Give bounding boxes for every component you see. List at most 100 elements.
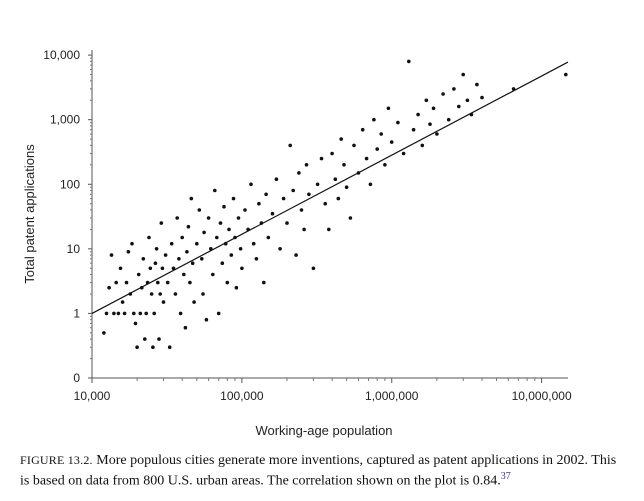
data-point <box>435 132 439 136</box>
data-point <box>333 177 338 181</box>
data-point <box>262 280 266 285</box>
data-point <box>401 151 406 156</box>
data-point <box>120 300 125 304</box>
data-point <box>109 253 114 257</box>
data-point <box>112 311 116 316</box>
data-point <box>348 216 353 220</box>
data-point <box>424 98 429 103</box>
data-point <box>311 266 316 271</box>
data-point <box>278 247 282 251</box>
y-axis-title: Total patent applications <box>22 144 37 284</box>
data-point <box>336 196 341 201</box>
data-point <box>185 250 189 254</box>
data-point <box>266 235 271 240</box>
scatter-points <box>102 59 568 350</box>
data-point <box>192 300 196 304</box>
data-point <box>307 192 311 197</box>
data-point <box>420 143 425 148</box>
data-point <box>159 221 164 225</box>
data-point <box>375 147 380 151</box>
data-point <box>171 266 176 271</box>
data-point <box>173 292 178 296</box>
x-axis-ticks: 10,000 100,000 1,000,000 10,000,000 <box>74 378 572 403</box>
data-point <box>465 98 470 103</box>
data-point <box>141 257 146 261</box>
data-point <box>220 261 225 266</box>
data-point <box>285 221 289 225</box>
data-point <box>243 208 247 212</box>
data-point <box>344 185 349 189</box>
data-point <box>189 196 194 201</box>
data-point <box>452 87 456 91</box>
data-point <box>379 132 384 136</box>
data-point <box>257 201 261 206</box>
data-point <box>291 188 296 193</box>
data-point <box>104 311 109 316</box>
x-tick-label: 1,000,000 <box>365 389 419 403</box>
data-point <box>130 241 134 246</box>
data-point <box>330 151 334 156</box>
data-point <box>144 311 148 316</box>
x-tick-label: 10,000,000 <box>512 389 572 403</box>
y-tick-label: 100 <box>60 177 80 191</box>
data-point <box>411 127 416 132</box>
data-point <box>149 292 154 296</box>
y-tick-label: 1 <box>73 306 80 320</box>
data-point <box>264 192 268 197</box>
data-point <box>197 208 202 212</box>
data-point <box>299 208 304 212</box>
footnote-link[interactable]: 37 <box>500 471 511 482</box>
data-point <box>446 117 451 122</box>
data-point <box>180 235 184 240</box>
data-point <box>238 247 243 251</box>
trend-line <box>91 61 569 314</box>
scatter-chart: 0 1 10 100 1,000 10,000 10,000 100,000 1,000,00… <box>22 48 572 438</box>
data-point <box>153 261 158 266</box>
data-point <box>154 247 159 251</box>
data-point <box>274 177 279 181</box>
data-point <box>297 171 301 175</box>
data-point <box>342 163 346 167</box>
data-point <box>251 241 256 246</box>
data-point <box>114 280 118 285</box>
data-point <box>327 227 331 232</box>
y-axis-ticks: 0 1 10 100 1,000 10,000 <box>43 48 92 385</box>
data-point <box>158 292 162 296</box>
data-point <box>175 216 179 220</box>
data-point <box>383 163 387 167</box>
y-tick-label: 10,000 <box>43 48 80 62</box>
data-point <box>475 82 479 87</box>
data-point <box>368 182 373 187</box>
data-point <box>167 345 172 350</box>
y-tick-label: 0 <box>73 371 80 385</box>
data-point <box>186 224 191 229</box>
data-point <box>302 227 306 232</box>
data-point <box>132 311 136 316</box>
data-point <box>372 117 376 122</box>
data-point <box>200 257 204 261</box>
data-point <box>213 188 217 193</box>
data-point <box>480 95 484 100</box>
data-point <box>188 280 192 285</box>
figure-caption: FIGURE 13.2. More populous cities genera… <box>20 452 620 490</box>
data-point <box>319 156 324 161</box>
data-point <box>416 112 420 117</box>
data-point <box>288 143 293 148</box>
data-point <box>102 331 106 335</box>
data-point <box>126 250 131 254</box>
data-point <box>222 204 226 209</box>
data-point <box>461 72 466 77</box>
data-point <box>360 127 365 132</box>
data-point <box>204 317 209 322</box>
data-point <box>216 311 221 316</box>
data-point <box>163 253 168 257</box>
data-point <box>407 59 411 64</box>
data-point <box>281 196 286 201</box>
x-axis-title: Working-age population <box>255 423 392 438</box>
data-point <box>352 143 356 148</box>
data-point <box>177 257 181 261</box>
data-point <box>156 280 160 285</box>
data-point <box>152 311 156 316</box>
x-tick-label: 10,000 <box>74 389 111 403</box>
x-tick-label: 100,000 <box>220 389 264 403</box>
